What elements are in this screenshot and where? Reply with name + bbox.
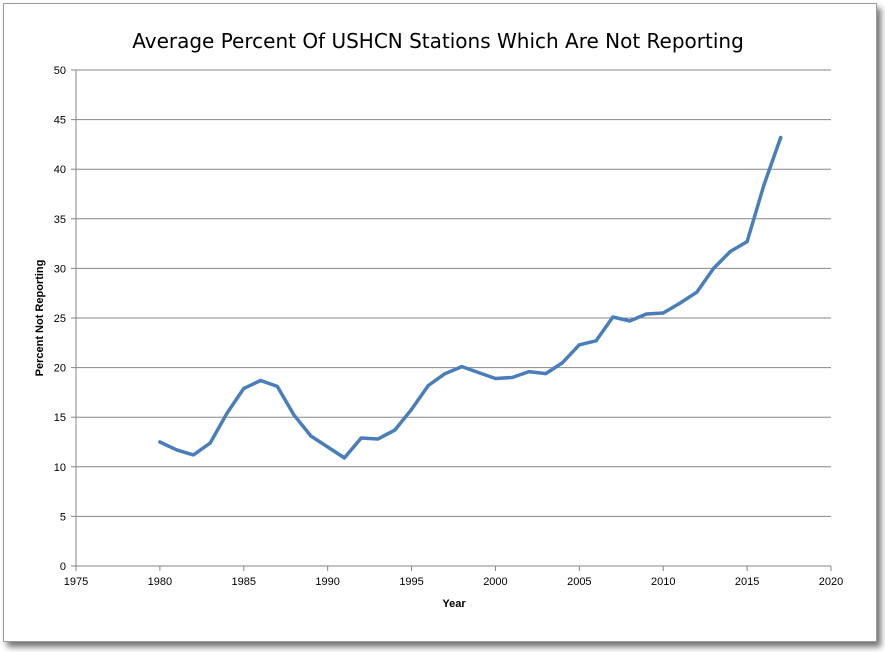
data-point <box>577 343 581 347</box>
data-point <box>728 249 732 254</box>
data-point <box>275 384 279 389</box>
data-point <box>292 413 296 417</box>
axes <box>71 69 832 571</box>
data-point <box>560 361 565 365</box>
chart-frame <box>3 3 877 642</box>
data-point <box>510 375 514 380</box>
data-point <box>242 386 246 391</box>
data-point <box>477 370 481 375</box>
y-tick-label: 35 <box>54 214 66 226</box>
x-tick-label: 2000 <box>483 576 507 588</box>
data-point <box>661 311 665 315</box>
y-tick-label: 10 <box>54 462 66 474</box>
data-point <box>493 376 498 381</box>
x-tick-label: 1975 <box>64 576 88 588</box>
data-point <box>175 448 179 452</box>
data-point <box>409 407 414 411</box>
x-tick-label: 2015 <box>735 576 759 588</box>
x-tick-label: 1990 <box>315 576 339 588</box>
data-point <box>762 183 766 187</box>
series-group <box>158 135 783 460</box>
chart-title: Average Percent Of USHCN Stations Which … <box>132 29 744 53</box>
data-point <box>359 436 363 440</box>
data-point <box>342 456 347 460</box>
y-tick-label: 20 <box>54 363 66 375</box>
data-point <box>544 371 548 376</box>
y-tick-label: 5 <box>60 511 66 523</box>
data-point <box>326 445 330 449</box>
data-point <box>678 301 682 305</box>
x-tick-label: 2010 <box>651 576 675 588</box>
x-tick-label: 2005 <box>567 576 591 588</box>
y-tick-label: 30 <box>54 263 66 275</box>
data-point <box>611 315 615 319</box>
data-point <box>711 266 716 270</box>
x-tick-label: 1980 <box>148 576 172 588</box>
data-point <box>376 437 380 441</box>
series-line <box>158 135 783 460</box>
x-tick-label: 1995 <box>399 576 423 588</box>
data-point <box>695 290 699 294</box>
data-point <box>191 453 196 457</box>
data-point <box>644 312 649 316</box>
data-point <box>393 428 397 432</box>
y-tick-label: 15 <box>54 412 66 424</box>
data-point <box>527 369 531 374</box>
data-point <box>309 434 313 438</box>
y-tick-labels: 0 5 10 15 20 25 30 35 40 45 50 <box>54 65 66 573</box>
data-point <box>208 441 212 445</box>
y-axis-title: Percent Not Reporting <box>34 260 46 377</box>
data-point <box>745 240 749 244</box>
data-point <box>258 378 263 383</box>
y-tick-label: 50 <box>54 65 66 77</box>
gridlines <box>76 69 831 517</box>
x-tick-label: 2020 <box>819 576 843 588</box>
x-tick-label: 1985 <box>232 576 256 588</box>
data-point <box>158 440 162 444</box>
data-point <box>594 339 598 343</box>
y-tick-label: 25 <box>54 313 66 325</box>
data-point <box>426 383 430 388</box>
y-tick-label: 40 <box>54 164 66 176</box>
x-tick-labels: 1975 1980 1985 1990 1995 2000 2005 2010 2015 2020 <box>64 576 843 588</box>
y-tick-label: 0 <box>60 561 66 573</box>
data-point <box>460 365 464 369</box>
data-point <box>779 135 783 140</box>
y-tick-label: 45 <box>54 115 66 127</box>
data-point <box>225 411 229 415</box>
data-point <box>628 319 632 323</box>
data-point <box>443 371 447 376</box>
x-axis-title: Year <box>442 598 466 610</box>
